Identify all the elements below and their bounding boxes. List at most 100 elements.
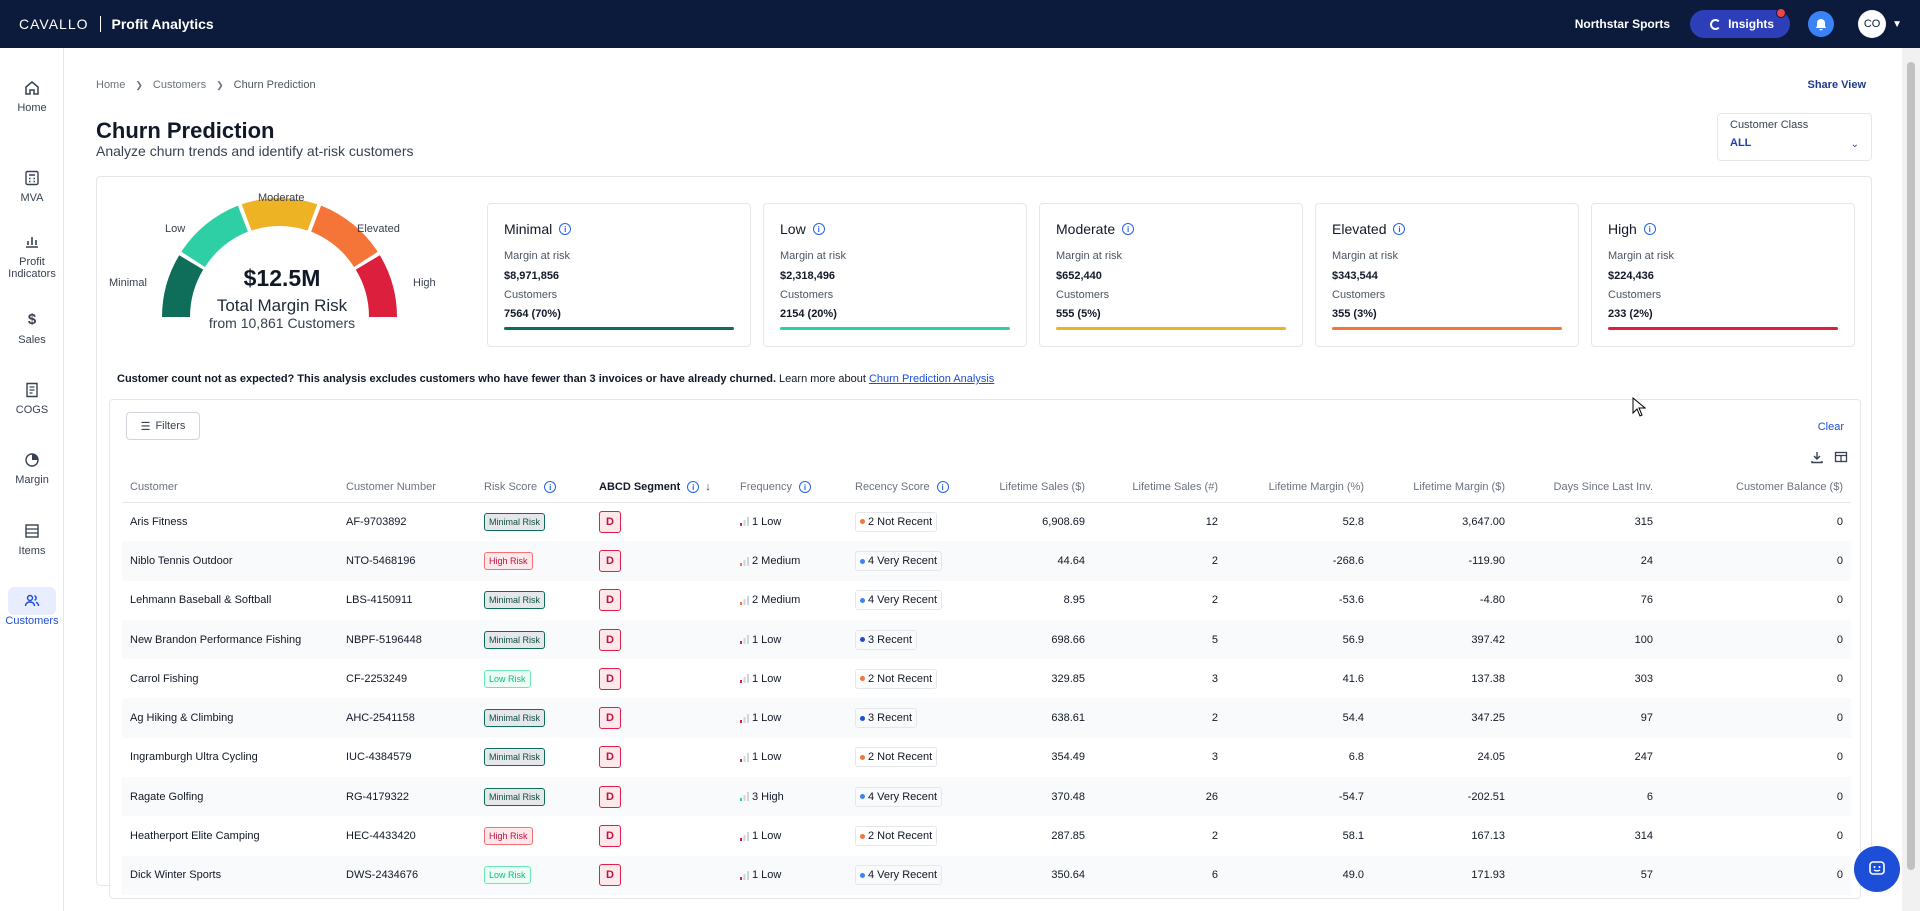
- sidebar-item-customers[interactable]: Customers: [0, 593, 64, 627]
- margin-at-risk-label: Margin at risk: [780, 250, 847, 262]
- chat-button[interactable]: [1854, 846, 1900, 892]
- table-row[interactable]: Ragate Golfing RG-4179322 Minimal Risk D 3 H…: [122, 777, 1851, 817]
- cell-customer-balance: 0: [1836, 869, 1843, 882]
- info-icon[interactable]: i: [687, 481, 700, 493]
- column-header-lifetime-margin-pct[interactable]: Lifetime Margin (%): [1226, 472, 1372, 503]
- notice-text: Learn more about: [776, 373, 869, 385]
- user-avatar[interactable]: CO: [1858, 10, 1887, 38]
- column-header-lifetime-sales-dollars[interactable]: Lifetime Sales ($): [980, 472, 1093, 503]
- info-icon[interactable]: i: [1393, 223, 1406, 235]
- cell-customer[interactable]: Heatherport Elite Camping: [130, 830, 260, 843]
- cell-lifetime-sales-count: 5: [1211, 633, 1218, 646]
- cell-customer[interactable]: Dick Winter Sports: [130, 869, 222, 882]
- table-row[interactable]: Niblo Tennis Outdoor NTO-5468196 High Risk…: [122, 541, 1851, 581]
- cell-days-since-last-inv: 247: [1634, 751, 1653, 764]
- column-header-risk-score[interactable]: Risk Score i: [476, 472, 591, 503]
- column-settings-icon[interactable]: [1834, 450, 1848, 464]
- table-row[interactable]: Lehmann Baseball & Softball LBS-4150911 Mi…: [122, 581, 1851, 620]
- column-header-lifetime-sales-count[interactable]: Lifetime Sales (#): [1093, 472, 1226, 503]
- customer-class-select[interactable]: Customer Class ALL ⌄: [1717, 113, 1872, 161]
- column-header-lifetime-margin-dollars[interactable]: Lifetime Margin ($): [1372, 472, 1513, 503]
- brand[interactable]: CAVALLO Profit Analytics: [19, 16, 214, 32]
- column-header-frequency[interactable]: Frequency i: [732, 472, 847, 503]
- cell-customer[interactable]: Ag Hiking & Climbing: [130, 712, 234, 725]
- clear-filters-button[interactable]: Clear: [1817, 421, 1844, 433]
- table-row[interactable]: Ingramburgh Ultra Cycling IUC-4384579 Mini…: [122, 738, 1851, 777]
- sidebar-item-home[interactable]: Home: [0, 80, 64, 114]
- info-icon[interactable]: i: [798, 481, 811, 493]
- info-icon[interactable]: i: [559, 223, 572, 235]
- recency-badge: 3 Recent: [855, 708, 918, 729]
- segment-badge: D: [599, 510, 621, 533]
- download-icon[interactable]: [1810, 450, 1824, 464]
- insights-button[interactable]: Insights: [1690, 8, 1791, 38]
- cell-customer[interactable]: Aris Fitness: [130, 515, 188, 528]
- signal-bars-icon: [740, 713, 749, 723]
- gauge-segment-elevated: [311, 205, 378, 267]
- table-row[interactable]: Heatherport Elite Camping HEC-4433420 High…: [122, 816, 1851, 855]
- cell-days-since-last-inv: 100: [1634, 633, 1653, 646]
- cell-customer[interactable]: Ragate Golfing: [130, 790, 204, 803]
- column-header-customer-number[interactable]: Customer Number: [338, 472, 476, 503]
- churn-analysis-link[interactable]: Churn Prediction Analysis: [868, 373, 995, 385]
- customer-count-notice: Customer count not as expected? This ana…: [117, 373, 994, 385]
- filters-button[interactable]: ☰ Filters: [126, 412, 200, 440]
- table-row[interactable]: New Brandon Performance Fishing NBPF-5196…: [122, 619, 1851, 660]
- column-header-customer-balance[interactable]: Customer Balance ($): [1661, 472, 1851, 503]
- sidebar-item-profit-indicators[interactable]: Profit Indicators: [0, 234, 64, 280]
- customers-label: Customers: [780, 289, 834, 301]
- cell-lifetime-sales-count: 2: [1211, 554, 1218, 567]
- table-row[interactable]: Ag Hiking & Climbing AHC-2541158 Minimal R…: [122, 698, 1851, 738]
- sidebar-item-mva[interactable]: MVA: [0, 170, 64, 204]
- main-content: Home ❯ Customers ❯ Churn Prediction Shar…: [64, 48, 1902, 911]
- breadcrumb-home[interactable]: Home: [96, 79, 126, 91]
- info-icon[interactable]: i: [812, 223, 825, 235]
- share-view-link[interactable]: Share View: [1807, 79, 1867, 91]
- cell-days-since-last-inv: 57: [1640, 869, 1653, 882]
- info-icon[interactable]: i: [936, 481, 949, 493]
- chevron-down-icon[interactable]: ▼: [1892, 18, 1902, 30]
- cell-lifetime-margin-dollars: -202.51: [1467, 790, 1505, 803]
- sidebar-item-sales[interactable]: $ Sales: [0, 312, 64, 347]
- info-icon[interactable]: i: [1122, 223, 1135, 235]
- cell-customer[interactable]: Lehmann Baseball & Softball: [130, 594, 272, 607]
- margin-at-risk-label: Margin at risk: [1608, 250, 1675, 262]
- breadcrumb-customers[interactable]: Customers: [152, 79, 207, 91]
- column-header-recency-score[interactable]: Recency Score i: [847, 472, 980, 503]
- page-scrollbar[interactable]: [1902, 48, 1920, 911]
- cell-customer-number: RG-4179322: [346, 790, 409, 803]
- info-icon[interactable]: i: [544, 481, 557, 493]
- cell-customer[interactable]: Carrol Fishing: [130, 672, 199, 685]
- segment-badge: D: [599, 785, 621, 808]
- sidebar-item-cogs[interactable]: COGS: [0, 382, 64, 416]
- cell-frequency: 1 Low: [732, 620, 847, 659]
- sidebar-item-items[interactable]: Items: [0, 523, 64, 557]
- risk-color-bar: [1608, 327, 1838, 330]
- risk-card-title: Low: [780, 221, 806, 237]
- column-header-customer[interactable]: Customer: [122, 472, 338, 503]
- column-header-abcd-segment[interactable]: ABCD Segment i ↓: [591, 472, 732, 503]
- sidebar-item-margin[interactable]: Margin: [0, 452, 64, 486]
- cell-customer[interactable]: Niblo Tennis Outdoor: [130, 554, 233, 567]
- cell-customer-balance: 0: [1836, 751, 1843, 764]
- cell-frequency: 1 Low: [732, 856, 847, 895]
- column-header-days-since-last-inv[interactable]: Days Since Last Inv.: [1513, 472, 1661, 503]
- cell-lifetime-sales-dollars: 6,908.69: [1042, 515, 1085, 528]
- cell-customer[interactable]: Ingramburgh Ultra Cycling: [130, 751, 258, 764]
- scrollbar-thumb[interactable]: [1907, 62, 1915, 870]
- cell-days-since-last-inv: 76: [1640, 594, 1653, 607]
- table-row[interactable]: Dick Winter Sports DWS-2434676 Low Risk D 1 …: [122, 855, 1851, 895]
- page-subtitle: Analyze churn trends and identify at-ris…: [96, 143, 414, 159]
- gauge-label-elevated: Elevated: [357, 223, 400, 235]
- segment-badge: D: [599, 667, 621, 690]
- notifications-button[interactable]: [1808, 11, 1835, 37]
- company-name[interactable]: Northstar Sports: [1574, 17, 1671, 31]
- insights-icon: [1710, 18, 1722, 30]
- table-row[interactable]: Carrol Fishing CF-2253249 Low Risk D 1 Low 2 …: [122, 659, 1851, 698]
- status-dot: [860, 558, 865, 564]
- table-row[interactable]: Aris Fitness AF-9703892 Minimal Risk D 1 Low…: [122, 502, 1851, 541]
- info-icon[interactable]: i: [1643, 223, 1656, 235]
- sort-arrow-down-icon[interactable]: ↓: [705, 480, 711, 493]
- cell-customer[interactable]: New Brandon Performance Fishing: [130, 633, 302, 646]
- cell-lifetime-margin-pct: -268.6: [1332, 554, 1364, 567]
